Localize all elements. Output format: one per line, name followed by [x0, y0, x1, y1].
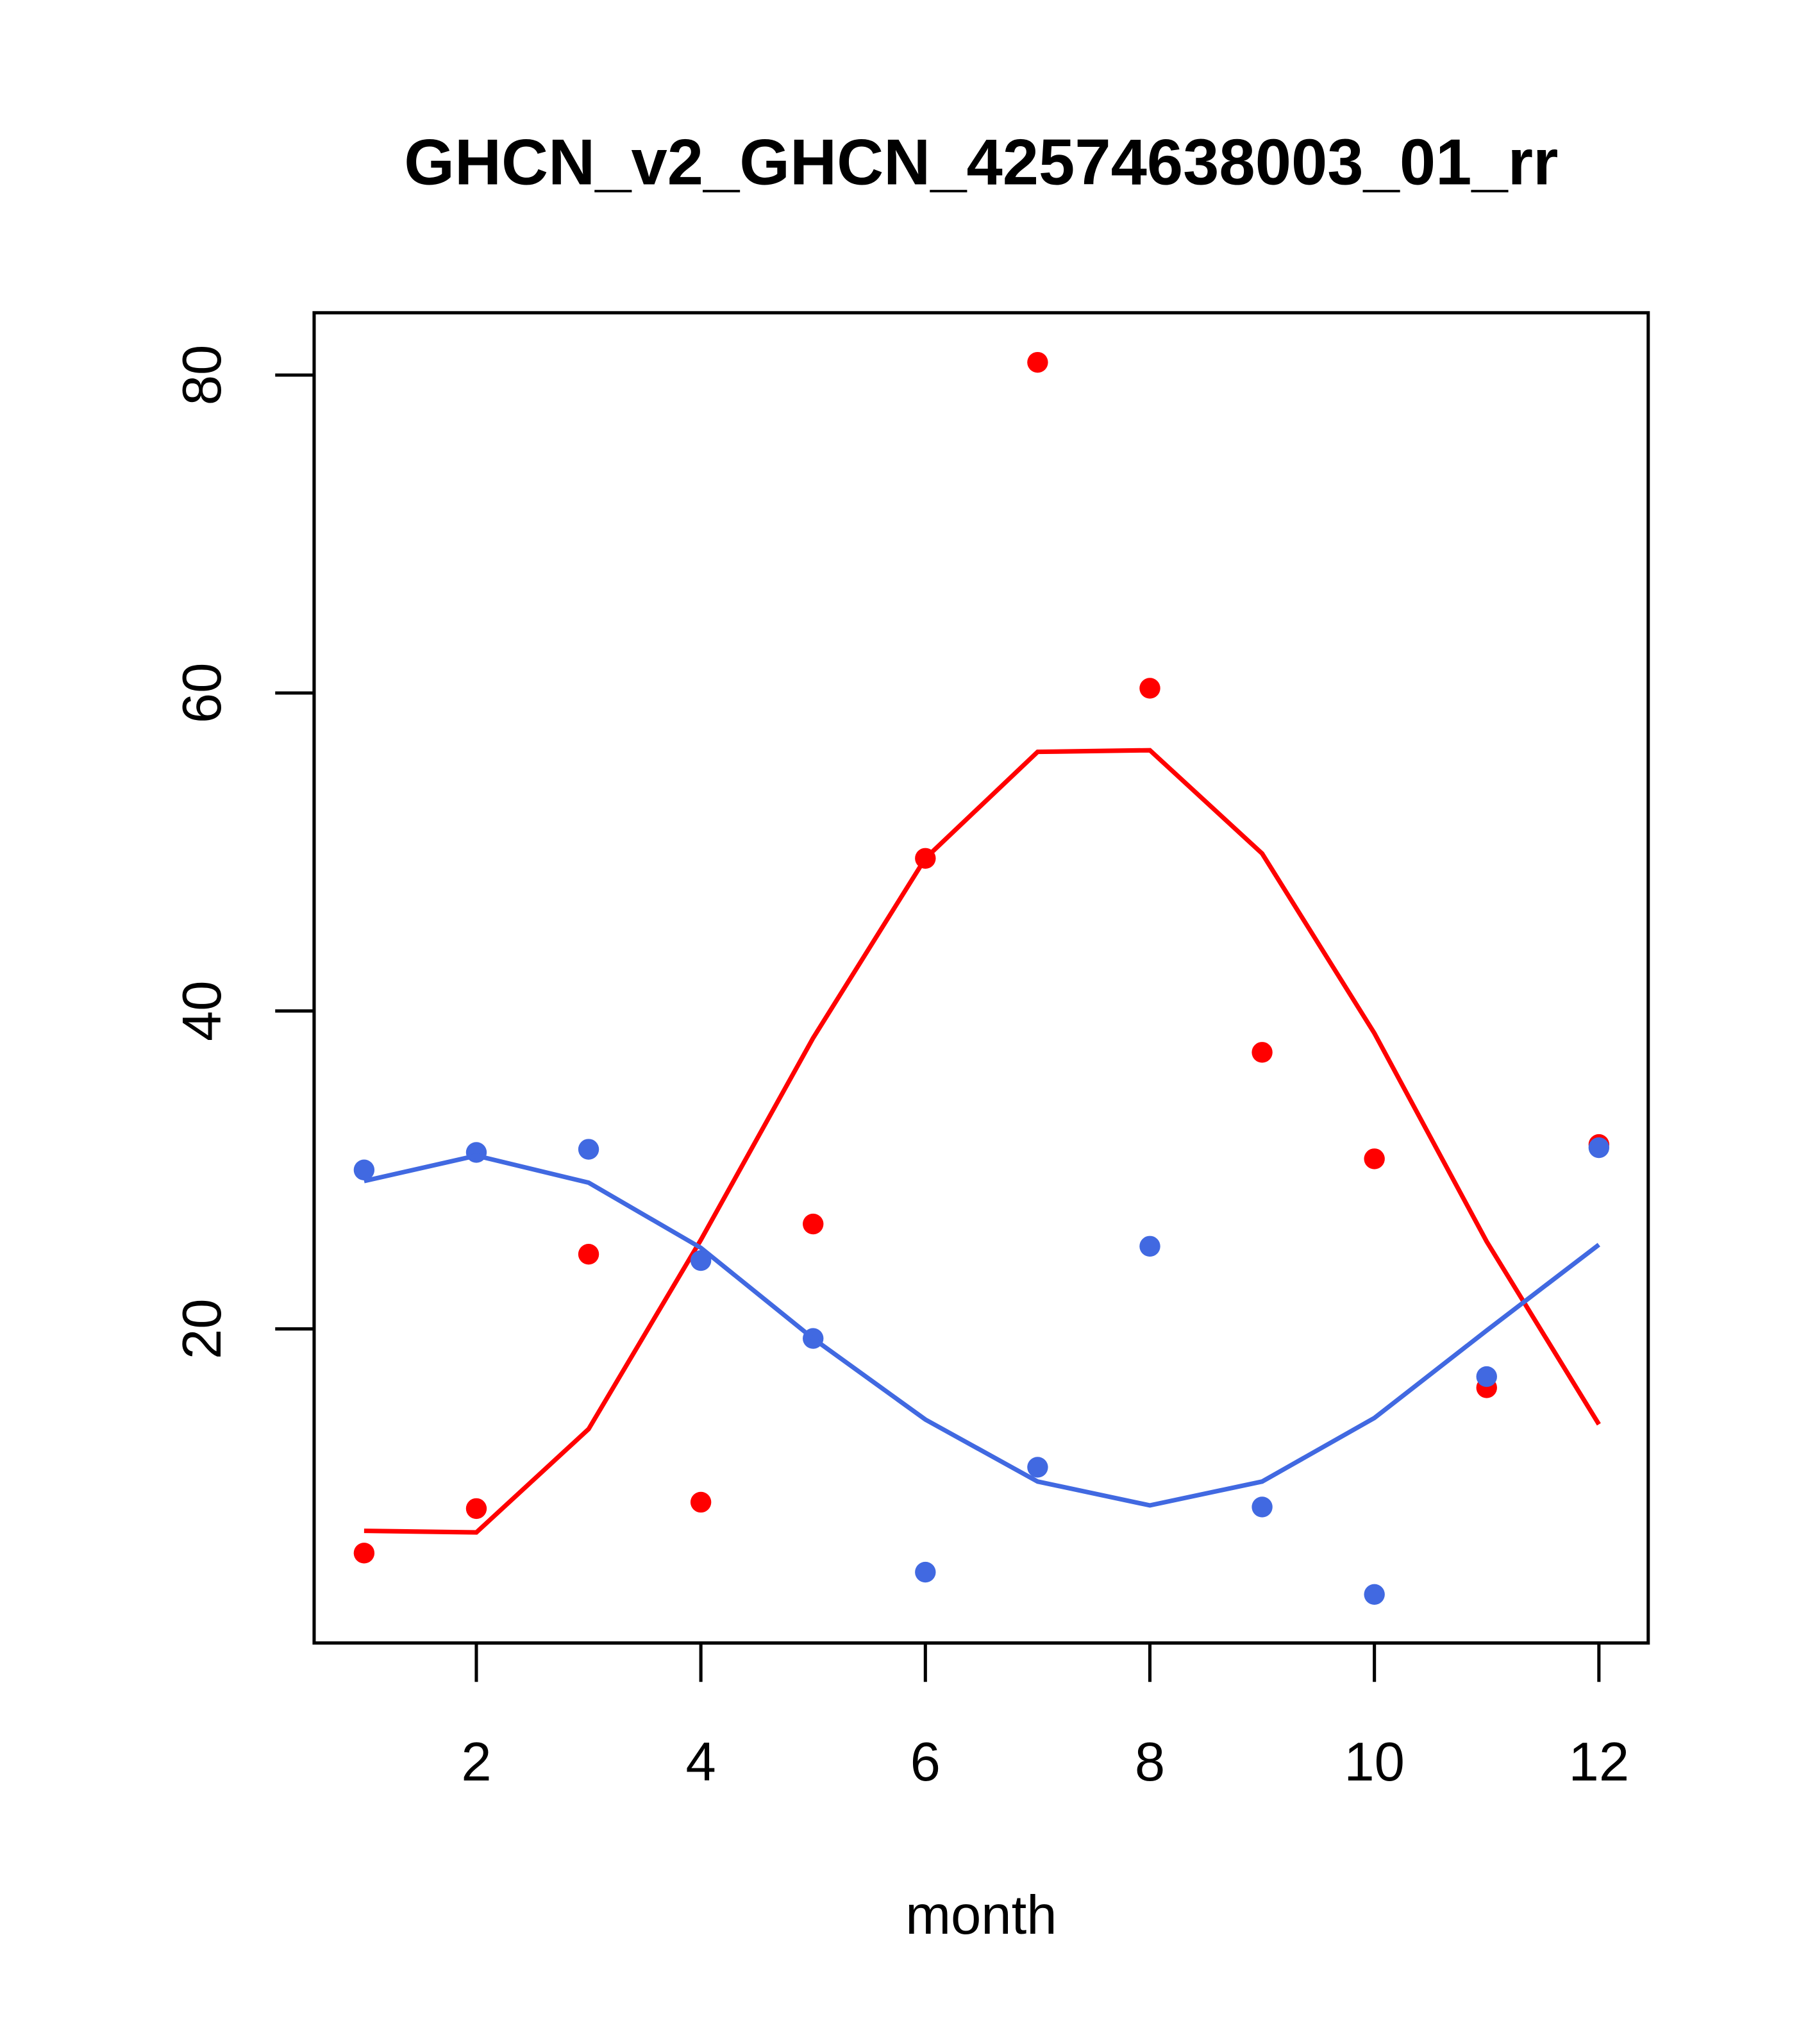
x-tick-label: 2 [461, 1732, 491, 1793]
red-points-point [465, 1498, 487, 1520]
red-points-point [1139, 678, 1160, 699]
blue-points-point [1027, 1457, 1048, 1478]
plot-marks [353, 351, 1610, 1605]
chart-title: GHCN_v2_GHCN_42574638003_01_rr [404, 126, 1558, 198]
blue-points-point [1588, 1137, 1610, 1159]
red-points-point [1027, 351, 1048, 373]
blue-points-point [1252, 1496, 1273, 1518]
red-points-point [690, 1491, 712, 1513]
red-points-point [1364, 1148, 1385, 1169]
x-axis-label: month [905, 1885, 1057, 1946]
y-tick-label: 80 [172, 345, 233, 406]
y-tick-label: 60 [172, 663, 233, 724]
x-tick-label: 10 [1344, 1732, 1405, 1793]
red-points-point [353, 1543, 375, 1564]
blue-points-point [465, 1142, 487, 1163]
x-tick-label: 8 [1135, 1732, 1165, 1793]
blue-points-point [1139, 1236, 1160, 1257]
blue-points-point [690, 1250, 712, 1271]
red-points-point [1252, 1042, 1273, 1063]
red-line-series [364, 748, 1601, 1535]
y-tick-label: 40 [172, 981, 233, 1042]
x-tick-label: 4 [685, 1732, 716, 1793]
blue-points-point [915, 1561, 936, 1583]
red-points-point [803, 1213, 824, 1235]
blue-points-point [1476, 1366, 1497, 1387]
red-points-point [578, 1243, 599, 1265]
blue-points-point [1364, 1584, 1385, 1605]
blue-points-point [353, 1159, 375, 1180]
y-tick-label: 20 [172, 1298, 233, 1359]
y-axis: 20 40 60 80 [172, 345, 316, 1359]
x-tick-label: 12 [1569, 1732, 1630, 1793]
plot-frame [312, 311, 1650, 1645]
x-axis: 2 4 6 8 10 12 [461, 1641, 1630, 1793]
blue-points-point [578, 1139, 599, 1160]
x-tick-label: 6 [910, 1732, 941, 1793]
blue-line-series [364, 1153, 1600, 1508]
